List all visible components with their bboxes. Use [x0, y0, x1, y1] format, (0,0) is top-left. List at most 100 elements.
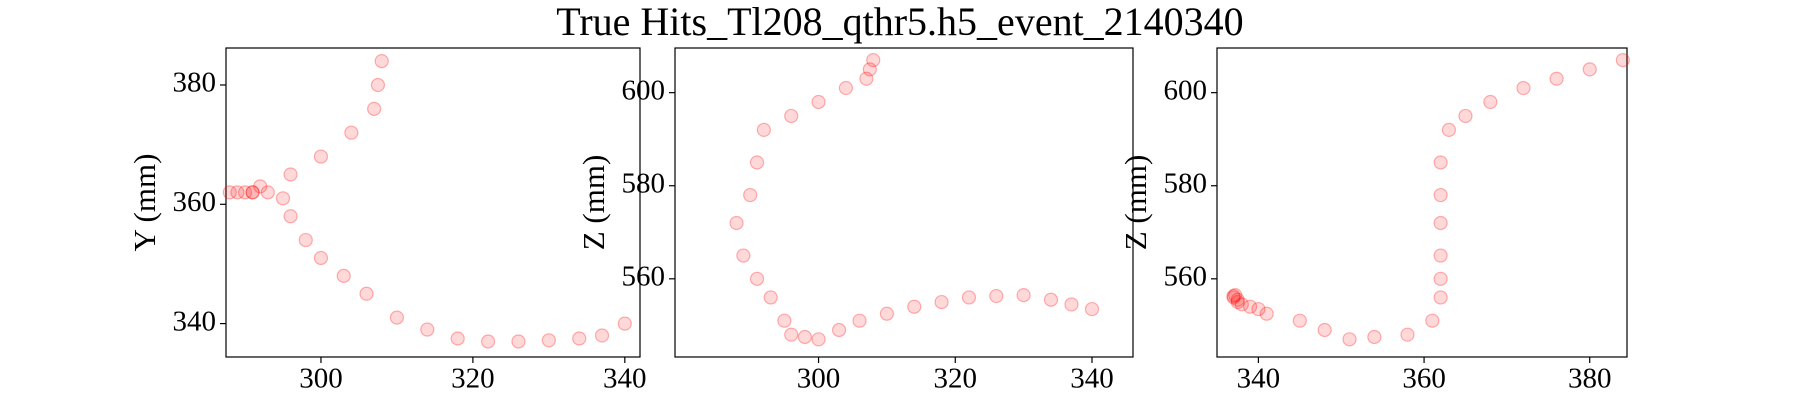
- hit-point: [359, 286, 374, 301]
- y-tick-label: 600: [622, 74, 666, 106]
- hit-point: [420, 322, 435, 337]
- hit-point: [283, 209, 298, 224]
- hit-point: [245, 185, 260, 200]
- hit-point: [1433, 155, 1448, 170]
- hit-point: [313, 149, 329, 164]
- hit-point: [298, 232, 313, 248]
- hit-point: [617, 316, 632, 331]
- hit-point: [831, 322, 847, 338]
- hit-point: [1615, 52, 1630, 68]
- y-tick-label: 600: [1164, 74, 1208, 106]
- hit-point: [374, 54, 389, 69]
- y-tick-label: 360: [173, 186, 217, 218]
- hit-point: [370, 77, 386, 93]
- y-tick-label: 580: [622, 167, 666, 199]
- hit-point: [1243, 299, 1258, 314]
- hit-point: [1064, 297, 1079, 312]
- hit-point: [784, 108, 799, 124]
- plot-frame: [1216, 47, 1628, 358]
- hit-point: [230, 185, 245, 200]
- hit-point: [1433, 290, 1448, 305]
- hit-point: [480, 334, 496, 349]
- hit-point: [511, 334, 526, 349]
- hit-point: [222, 185, 237, 200]
- hit-point: [1084, 301, 1100, 317]
- y-tick-label: 340: [173, 305, 217, 337]
- hit-point: [1251, 301, 1266, 317]
- y-tick-label: 580: [1164, 167, 1208, 199]
- y-tick-label: 560: [622, 260, 666, 292]
- hit-point: [253, 179, 268, 194]
- hit-point: [1367, 329, 1382, 345]
- hit-point: [336, 268, 351, 283]
- hit-point: [777, 313, 792, 328]
- hit-point: [1483, 94, 1498, 110]
- hit-point: [450, 331, 465, 346]
- hit-point: [811, 332, 826, 347]
- subplot: 300 320 340 340 360 380 Y (mm): [127, 47, 647, 395]
- hit-point: [1043, 292, 1059, 307]
- y-tick-label: 380: [173, 67, 217, 99]
- hit-point: [245, 185, 260, 200]
- subplot: 340 360 380 560 580 600 Z (mm): [1118, 47, 1630, 395]
- hit-point: [1582, 62, 1597, 77]
- hit-point: [859, 71, 874, 86]
- hit-point: [811, 94, 826, 110]
- plot-frame: [674, 47, 1134, 358]
- hit-point: [1317, 322, 1332, 338]
- hit-point: [756, 122, 771, 138]
- hit-point: [879, 306, 895, 321]
- x-tick-label: 360: [1402, 363, 1446, 395]
- hit-point: [1226, 290, 1241, 305]
- hit-point: [736, 248, 751, 263]
- hit-point: [1342, 332, 1357, 347]
- x-tick-label: 300: [797, 363, 841, 395]
- hit-point: [743, 187, 758, 203]
- hit-point: [1292, 313, 1307, 328]
- hit-point: [1259, 306, 1274, 321]
- x-tick-label: 340: [1237, 363, 1281, 395]
- hit-point: [729, 215, 744, 231]
- hit-point: [862, 62, 877, 77]
- hit-point: [260, 185, 275, 200]
- hit-point: [572, 331, 587, 346]
- y-axis-label: Z (mm): [1118, 155, 1153, 251]
- hit-point: [1433, 248, 1448, 263]
- hit-point: [866, 52, 881, 68]
- y-tick-label: 560: [1164, 260, 1208, 292]
- hit-point: [838, 80, 853, 96]
- hit-point: [749, 155, 765, 170]
- hit-point: [1433, 215, 1448, 231]
- hit-point: [237, 185, 253, 200]
- hit-point: [934, 294, 949, 310]
- hit-point: [541, 333, 556, 348]
- subplot: 300 320 340 560 580 600 Z (mm): [576, 47, 1134, 395]
- y-axis-label: Y (mm): [127, 154, 162, 252]
- hit-point: [749, 271, 765, 286]
- hit-point: [784, 327, 799, 342]
- hit-point: [989, 288, 1004, 304]
- hit-point: [763, 290, 778, 305]
- hit-point: [344, 125, 359, 140]
- hit-point: [1433, 271, 1448, 286]
- hit-point: [1400, 327, 1415, 342]
- hit-point: [907, 299, 922, 314]
- hit-point: [1433, 187, 1448, 203]
- hit-point: [594, 328, 610, 343]
- hit-point: [1441, 122, 1457, 138]
- hit-point: [961, 290, 977, 305]
- hit-point: [797, 329, 812, 345]
- figure-title: True Hits_Tl208_qthr5.h5_event_2140340: [556, 0, 1243, 44]
- hit-point: [1458, 108, 1473, 124]
- x-tick-label: 340: [603, 363, 647, 395]
- hit-point: [313, 250, 329, 266]
- hit-point: [1226, 288, 1241, 304]
- hit-point: [1234, 297, 1249, 312]
- hit-point: [1549, 71, 1564, 86]
- x-tick-label: 320: [451, 363, 495, 395]
- hit-point: [283, 167, 298, 182]
- hit-point: [367, 101, 382, 116]
- hit-point: [389, 310, 405, 325]
